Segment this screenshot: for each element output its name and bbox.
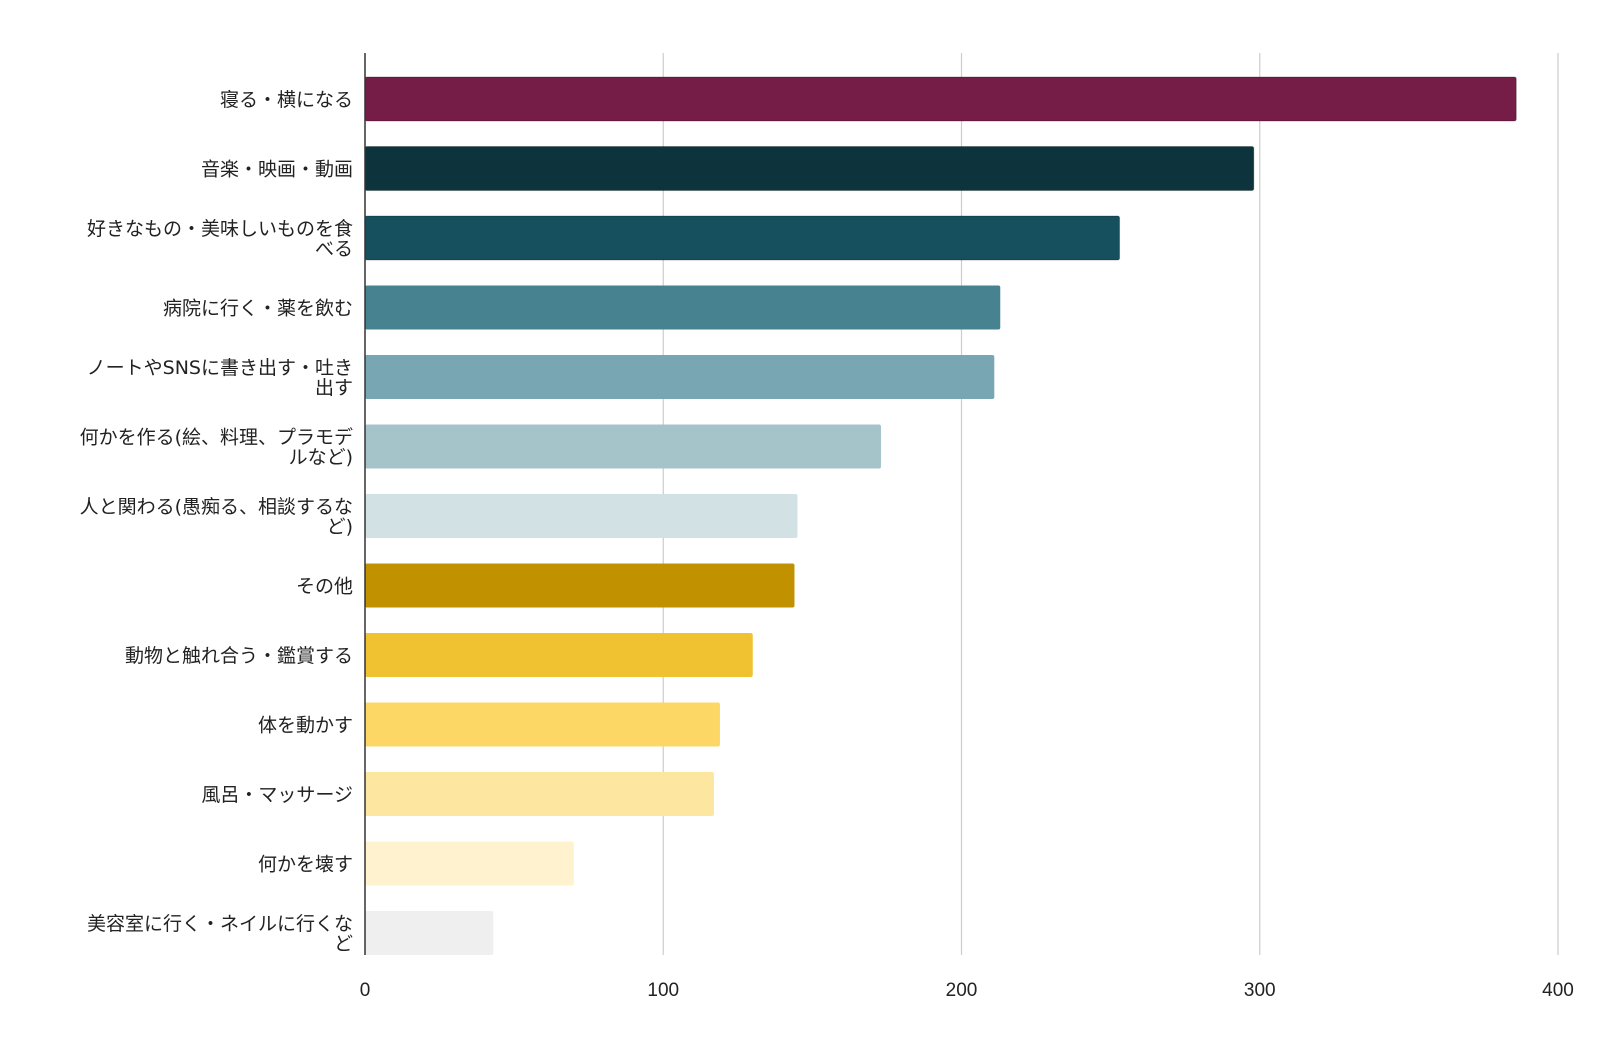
bar-13 [365, 911, 494, 955]
tick-labels: 0 100 200 300 400 [360, 980, 1574, 1001]
tick-label-200: 200 [946, 980, 978, 1001]
category-label-line: 何かを壊す [258, 854, 353, 876]
tick-label-100: 100 [647, 980, 679, 1001]
category-label-6: 何かを作る(絵、料理、プラモデルなど) [80, 427, 353, 469]
bars [364, 76, 1517, 955]
category-labels: 寝る・横になる音楽・映画・動画好きなもの・美味しいものを食べる病院に行く・薬を飲… [80, 89, 353, 955]
bar-11 [365, 772, 714, 816]
category-label-11: 風呂・マッサージ [201, 784, 353, 806]
category-label-line: 何かを作る(絵、料理、プラモデ [80, 427, 353, 449]
category-label-8: その他 [296, 576, 353, 598]
category-label-line: ルなど) [289, 447, 353, 469]
category-label-5: ノートやSNSに書き出す・吐き出す [87, 357, 353, 399]
bar-2 [364, 146, 1255, 191]
bar-4 [365, 285, 1001, 330]
category-label-12: 何かを壊す [258, 854, 353, 876]
category-label-line: 病院に行く・薬を飲む [163, 298, 353, 320]
category-label-13: 美容室に行く・ネイルに行くなど [87, 913, 353, 955]
bar-5 [365, 355, 995, 399]
category-label-4: 病院に行く・薬を飲む [163, 298, 353, 320]
category-label-2: 音楽・映画・動画 [201, 159, 353, 181]
category-label-line: ど [334, 933, 353, 955]
bar-6 [365, 424, 881, 469]
category-label-line: 寝る・横になる [220, 89, 353, 111]
category-label-line: 出す [315, 377, 353, 399]
category-label-3: 好きなもの・美味しいものを食べる [87, 218, 353, 260]
category-label-line: 風呂・マッサージ [201, 784, 353, 806]
tick-label-300: 300 [1244, 980, 1276, 1001]
bar-1 [364, 76, 1517, 122]
tick-label-400: 400 [1542, 980, 1574, 1001]
category-label-line: 音楽・映画・動画 [201, 159, 353, 181]
category-label-line: 美容室に行く・ネイルに行くな [87, 913, 353, 935]
category-label-line: 動物と触れ合う・鑑賞する [125, 645, 353, 667]
tick-label-0: 0 [360, 980, 371, 1001]
category-label-9: 動物と触れ合う・鑑賞する [125, 645, 353, 667]
bar-12 [365, 841, 574, 886]
category-label-line: ど) [327, 516, 353, 538]
category-label-line: 人と関わる(愚痴る、相談するな [80, 496, 353, 518]
bar-3 [364, 215, 1121, 261]
category-label-1: 寝る・横になる [220, 89, 353, 111]
bar-10 [365, 702, 720, 747]
bar-7 [365, 494, 798, 538]
category-label-line: 好きなもの・美味しいものを食 [87, 218, 353, 240]
category-label-line: ノートやSNSに書き出す・吐き [87, 357, 353, 379]
category-label-10: 体を動かす [258, 715, 353, 737]
category-label-line: その他 [296, 576, 353, 598]
category-label-line: べる [315, 238, 353, 260]
category-label-7: 人と関わる(愚痴る、相談するなど) [80, 496, 353, 538]
bar-9 [365, 633, 753, 677]
bar-8 [365, 563, 795, 608]
category-label-line: 体を動かす [258, 715, 353, 737]
